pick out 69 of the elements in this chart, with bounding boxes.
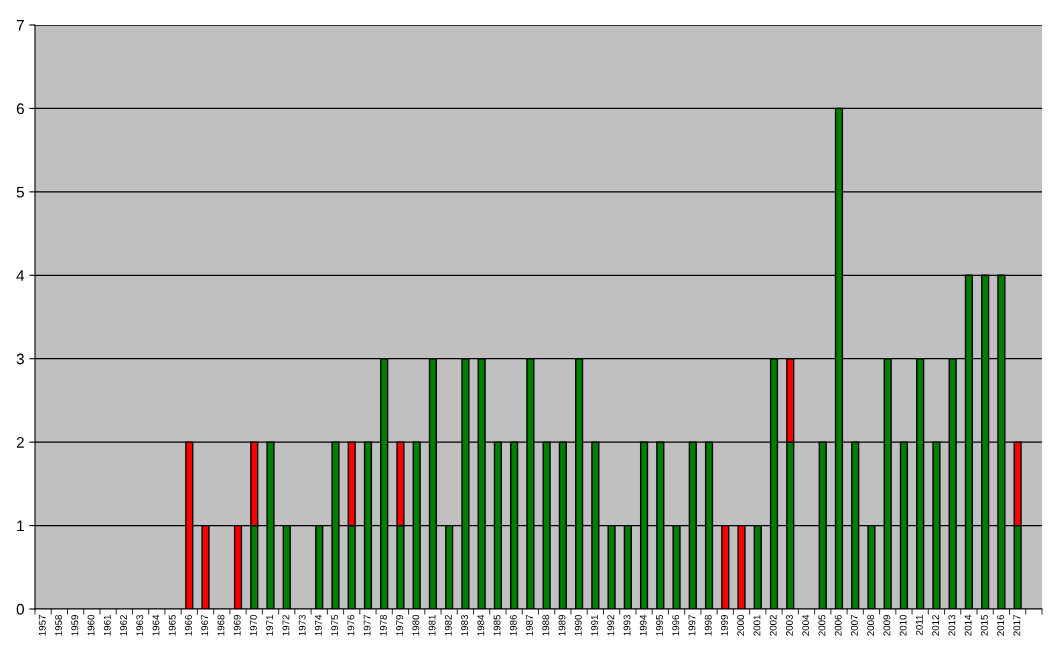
x-tick-label: 1990: [574, 614, 582, 636]
x-tick-label: 1969: [233, 615, 241, 636]
x-tick-label: 1983: [461, 614, 469, 636]
x-tick-label: 2013: [948, 614, 956, 636]
x-tick-label: 1995: [656, 614, 663, 636]
x-tick-label: 2000: [737, 614, 745, 636]
x-tick-label: 1965: [168, 614, 176, 636]
x-tick-label: 1959: [71, 615, 79, 636]
x-tick-label: 1961: [103, 615, 111, 636]
x-tick-label: 1988: [542, 614, 550, 636]
x-tick-label: 1973: [298, 614, 306, 636]
x-tick-label: 2001: [753, 615, 761, 636]
x-tick-label: 2017: [1013, 615, 1021, 636]
y-tick-label: 5: [16, 186, 24, 198]
y-tick-label: 7: [16, 20, 24, 31]
x-tick-label: 2010: [899, 614, 907, 636]
x-tick-label: 2012: [932, 615, 940, 636]
x-tick-label: 2004: [802, 614, 810, 636]
x-tick-label: 2007: [850, 615, 858, 636]
x-tick-label: 1984: [477, 614, 485, 636]
x-tick-label: 1966: [185, 614, 192, 636]
x-tick-label: 2009: [883, 615, 891, 636]
x-tick-label: 1982: [444, 615, 452, 636]
x-tick-label: 1994: [639, 614, 647, 636]
x-tick-label: 1986: [509, 614, 517, 636]
x-tick-label: 1964: [152, 614, 160, 636]
x-tick-label: 1967: [201, 615, 209, 636]
x-tick-label: 2006: [834, 614, 842, 636]
x-tick-label: 1981: [428, 615, 436, 636]
x-tick-label: 1989: [558, 615, 566, 636]
x-tick-label: 1980: [412, 614, 420, 636]
y-tick-label: 2: [16, 437, 24, 448]
x-tick-label: 1972: [282, 615, 290, 636]
y-tick-label: 1: [17, 520, 24, 532]
x-tick-label: 2003: [785, 614, 793, 636]
x-tick-label: 1970: [249, 614, 257, 636]
x-tick-label: 2015: [980, 614, 988, 636]
x-tick-label: 1987: [526, 615, 533, 636]
x-tick-label: 1978: [379, 614, 387, 636]
x-tick-label: 2008: [867, 614, 875, 636]
x-tick-label: 1976: [347, 614, 355, 636]
x-tick-label: 1974: [314, 614, 322, 636]
x-tick-label: 1960: [87, 614, 95, 636]
x-tick-label: 1971: [266, 615, 274, 636]
x-tick-label: 1992: [607, 615, 615, 636]
x-tick-label: 1962: [120, 615, 127, 636]
x-tick-label: 1957: [38, 615, 46, 636]
x-tick-label: 1996: [672, 614, 680, 636]
x-tick-label: 1968: [217, 614, 225, 636]
x-tick-label: 1998: [704, 614, 712, 636]
x-tick-label: 1977: [363, 615, 371, 636]
x-tick-label: 1991: [591, 615, 598, 636]
y-tick-label: 6: [16, 103, 24, 115]
x-tick-label: 1993: [623, 614, 631, 636]
x-tick-label: 1958: [55, 614, 62, 636]
y-tick-label: 4: [16, 270, 25, 281]
x-tick-label: 1975: [331, 614, 339, 636]
x-tick-label: 1997: [688, 615, 696, 636]
x-tick-label: 1985: [493, 614, 501, 636]
x-tick-label: 2011: [915, 615, 923, 635]
x-tick-label: 1963: [136, 614, 144, 636]
y-tick-label: 3: [16, 353, 24, 365]
x-tick-label: 2016: [997, 614, 1005, 636]
y-tick-label: 0: [16, 603, 24, 615]
x-tick-label: 2002: [769, 615, 777, 636]
x-tick-label: 1979: [396, 615, 404, 636]
x-tick-label: 2014: [964, 614, 972, 636]
x-tick-label: 2005: [818, 614, 826, 636]
x-tick-label: 1999: [721, 615, 728, 636]
